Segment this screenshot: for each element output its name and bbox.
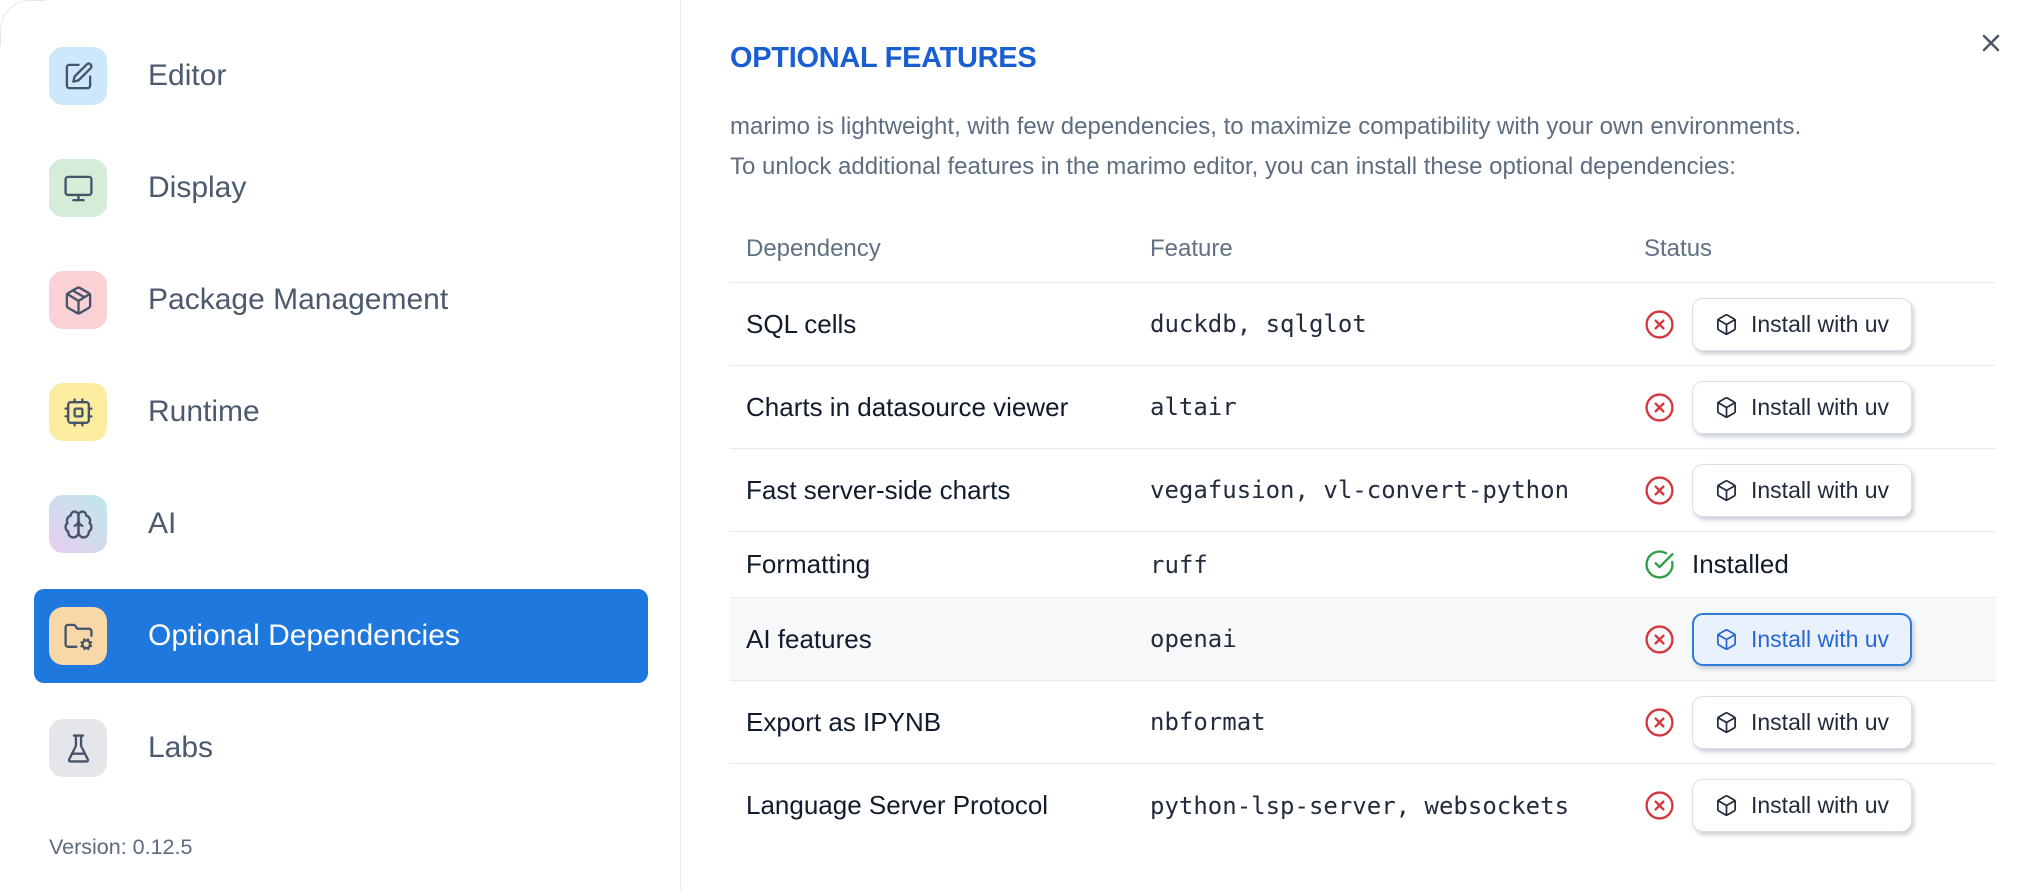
box-icon bbox=[1715, 313, 1738, 336]
dependency-cell: SQL cells bbox=[746, 308, 857, 339]
dependency-cell: Export as IPYNB bbox=[746, 706, 942, 737]
features-table-body: SQL cells duckdb, sqlglot Install with u… bbox=[730, 283, 1996, 847]
page-title: OPTIONAL FEATURES bbox=[730, 42, 1037, 74]
install-with-uv-button[interactable]: Install with uv bbox=[1692, 612, 1913, 666]
sidebar-nav: Editor Display Package Management Runtim… bbox=[34, 29, 680, 795]
version-label: Version: 0.12.5 bbox=[49, 835, 193, 859]
install-button-label: Install with uv bbox=[1751, 625, 1890, 652]
sidebar-item-label: Display bbox=[148, 171, 247, 204]
folder-cog-icon bbox=[49, 607, 107, 665]
dependency-cell: Fast server-side charts bbox=[746, 474, 1011, 505]
package-icon bbox=[49, 271, 107, 329]
dependency-cell: Formatting bbox=[746, 549, 871, 579]
description-line-1: marimo is lightweight, with few dependen… bbox=[730, 113, 1802, 140]
sidebar-item-ai[interactable]: AI bbox=[34, 477, 648, 571]
feature-cell: altair bbox=[1150, 393, 1237, 421]
feature-cell: openai bbox=[1150, 625, 1237, 653]
sidebar-item-editor[interactable]: Editor bbox=[34, 29, 648, 123]
dependency-cell: Charts in datasource viewer bbox=[746, 391, 1069, 422]
sidebar-item-label: AI bbox=[148, 507, 177, 540]
table-row: AI features openai Install with uv bbox=[730, 598, 1996, 681]
install-with-uv-button[interactable]: Install with uv bbox=[1692, 695, 1913, 749]
box-icon bbox=[1715, 396, 1738, 419]
description-line-2: To unlock additional features in the mar… bbox=[730, 153, 1736, 180]
status-cell: Install with uv bbox=[1644, 380, 1996, 434]
monitor-icon bbox=[49, 159, 107, 217]
table-row: Export as IPYNB nbformat Install with uv bbox=[730, 681, 1996, 764]
install-with-uv-button[interactable]: Install with uv bbox=[1692, 380, 1913, 434]
sidebar-item-label: Package Management bbox=[148, 283, 449, 316]
status-cell: Install with uv bbox=[1644, 695, 1996, 749]
sidebar-item-label: Editor bbox=[148, 59, 227, 92]
sidebar-item-display[interactable]: Display bbox=[34, 141, 648, 235]
circle-x-icon bbox=[1644, 309, 1675, 340]
table-row: Charts in datasource viewer altair Insta… bbox=[730, 366, 1996, 449]
dependency-cell: Language Server Protocol bbox=[746, 790, 1049, 820]
feature-cell: duckdb, sqlglot bbox=[1150, 310, 1367, 338]
install-button-label: Install with uv bbox=[1751, 792, 1890, 818]
sidebar-item-labs[interactable]: Labs bbox=[34, 701, 648, 795]
table-row: Formatting ruff Installed bbox=[730, 532, 1996, 598]
feature-cell: ruff bbox=[1150, 550, 1208, 579]
optional-features-panel: OPTIONAL FEATURES marimo is lightweight,… bbox=[681, 0, 2042, 890]
table-row: Language Server Protocol python-lsp-serv… bbox=[730, 764, 1996, 847]
box-icon bbox=[1715, 479, 1738, 502]
install-button-label: Install with uv bbox=[1751, 708, 1890, 735]
status-cell: Install with uv bbox=[1644, 297, 1996, 351]
sidebar-item-package-management[interactable]: Package Management bbox=[34, 253, 648, 347]
box-icon bbox=[1715, 628, 1738, 651]
sidebar-item-runtime[interactable]: Runtime bbox=[34, 365, 648, 459]
sidebar-item-label: Optional Dependencies bbox=[148, 619, 460, 652]
cpu-icon bbox=[49, 383, 107, 441]
table-header: Dependency Feature Status bbox=[730, 215, 1996, 283]
optional-features-table: Dependency Feature Status SQL cells duck… bbox=[730, 215, 1996, 847]
circle-x-icon bbox=[1644, 624, 1675, 655]
install-with-uv-button[interactable]: Install with uv bbox=[1692, 297, 1913, 351]
sidebar-item-optional-dependencies[interactable]: Optional Dependencies bbox=[34, 589, 648, 683]
close-button[interactable] bbox=[1974, 26, 2008, 60]
column-header-dependency: Dependency bbox=[746, 234, 881, 262]
table-row: Fast server-side charts vegafusion, vl-c… bbox=[730, 449, 1996, 532]
status-cell: Install with uv bbox=[1644, 779, 1996, 832]
status-cell: Installed bbox=[1644, 549, 1996, 580]
install-with-uv-button[interactable]: Install with uv bbox=[1692, 779, 1913, 832]
column-header-feature: Feature bbox=[1150, 234, 1233, 262]
feature-cell: nbformat bbox=[1150, 708, 1266, 736]
settings-sidebar: Editor Display Package Management Runtim… bbox=[0, 0, 681, 890]
install-button-label: Install with uv bbox=[1751, 310, 1890, 337]
column-header-status: Status bbox=[1644, 234, 1713, 262]
install-button-label: Install with uv bbox=[1751, 476, 1890, 503]
installed-label: Installed bbox=[1692, 549, 1789, 579]
table-row: SQL cells duckdb, sqlglot Install with u… bbox=[730, 283, 1996, 366]
brain-icon bbox=[49, 495, 107, 553]
dependency-cell: AI features bbox=[746, 623, 872, 654]
sidebar-item-label: Labs bbox=[148, 731, 214, 764]
box-icon bbox=[1715, 711, 1738, 734]
feature-cell: vegafusion, vl-convert-python bbox=[1150, 476, 1570, 504]
status-cell: Install with uv bbox=[1644, 612, 1996, 666]
flask-icon bbox=[49, 719, 107, 777]
x-icon bbox=[1977, 29, 2005, 57]
status-cell: Install with uv bbox=[1644, 463, 1996, 517]
sidebar-item-label: Runtime bbox=[148, 395, 260, 428]
circle-check-icon bbox=[1644, 549, 1675, 580]
square-pen-icon bbox=[49, 47, 107, 105]
install-button-label: Install with uv bbox=[1751, 393, 1890, 420]
circle-x-icon bbox=[1644, 707, 1675, 738]
feature-cell: python-lsp-server, websockets bbox=[1150, 791, 1570, 820]
circle-x-icon bbox=[1644, 475, 1675, 506]
box-icon bbox=[1715, 794, 1738, 817]
circle-x-icon bbox=[1644, 392, 1675, 423]
install-with-uv-button[interactable]: Install with uv bbox=[1692, 463, 1913, 517]
circle-x-icon bbox=[1644, 790, 1675, 821]
description: marimo is lightweight, with few dependen… bbox=[730, 107, 2010, 187]
